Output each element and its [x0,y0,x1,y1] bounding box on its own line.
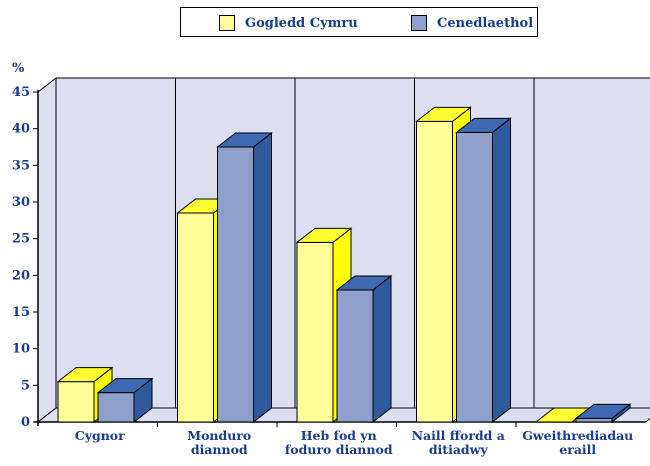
x-tick-label-line: Gweithrediadau [522,428,633,443]
bar-cenedlaethol [96,377,154,424]
x-tick-label-line: foduro diannod [285,442,393,457]
x-tick-label-line: ditiadwy [429,442,489,457]
y-tick-label: 20 [12,268,30,283]
x-tick-label: Naill ffordd a ditiadwy [412,428,505,457]
bar-cenedlaethol [216,131,273,424]
y-tick-label: 35 [12,158,30,173]
bar-side [492,117,511,424]
x-tick-label: Gweithrediadau eraill [522,428,633,457]
bar-top [455,117,512,133]
x-tick-label-line: eraill [559,442,596,457]
bar-top [335,275,393,291]
y-tick-label: 25 [12,232,30,247]
y-tick-label: 15 [12,305,30,320]
y-tick-label: 40 [12,122,30,137]
bar-top [574,403,632,419]
bar-front [177,212,214,423]
legend-swatch-gogledd-cymru [219,15,235,31]
bar-top [295,227,353,243]
x-tick-label-line: diannod [191,442,248,457]
bar-front [217,146,254,423]
legend-label-gogledd-cymru: Gogledd Cymru [245,15,358,31]
bar-front [296,241,334,423]
bar-front [456,131,493,423]
x-tick-label: Monduro diannod [187,428,251,457]
bar-top [56,367,114,383]
x-tick-label-line: Naill ffordd a [412,428,505,443]
legend-item-gogledd-cymru: Gogledd Cymru [219,14,358,32]
y-tick-label: 30 [12,195,30,210]
x-tick-label-line: Cygnor [75,428,125,443]
bar-cenedlaethol [335,274,393,424]
legend-swatch-cenedlaethol [411,15,427,31]
legend-item-cenedlaethol: Cenedlaethol [411,14,533,32]
bar-front [416,120,453,423]
x-tick-label-line: Monduro [187,428,251,443]
y-axis-label: % [12,61,25,76]
bar-side [372,274,392,424]
bar-cenedlaethol [455,117,512,424]
bar-top [216,132,273,148]
x-tick-label-line: Heb fod yn [301,428,377,443]
x-tick-label: Heb fod yn foduro diannod [285,428,393,457]
y-tick-label: 0 [21,415,30,430]
x-tick-label: Cygnor [75,428,125,443]
legend-label-cenedlaethol: Cenedlaethol [437,15,534,31]
y-tick-label: 10 [12,342,30,357]
bar-front [57,381,95,423]
bar-side [253,131,272,424]
y-tick-label: 45 [12,85,30,100]
bar-front [97,392,135,423]
y-tick-label: 5 [21,378,30,393]
bar-front [575,417,613,423]
bar-front [336,289,374,423]
bar-top [96,378,154,394]
bar-cenedlaethol [574,403,632,424]
side-wall [37,76,57,424]
legend: Gogledd Cymru Cenedlaethol [180,7,538,37]
bar-top [415,106,472,122]
